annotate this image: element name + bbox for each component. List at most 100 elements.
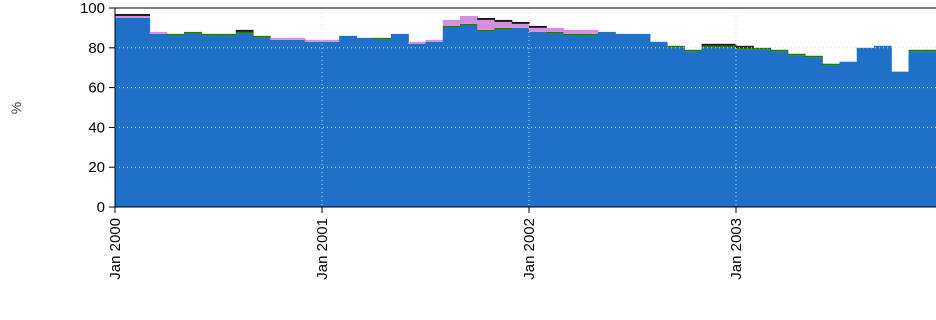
area-segment-2003-11-s2	[908, 49, 927, 52]
area-segment-2001-07-s1	[425, 41, 444, 207]
area-segment-2001-12-s1	[511, 27, 530, 208]
area-segment-2001-01-s1	[322, 41, 340, 207]
area-segment-2001-09-s1	[460, 25, 478, 207]
area-segment-2001-11-s3	[494, 21, 513, 28]
area-segment-2003-06-s2	[822, 63, 841, 66]
area-segment-2000-01-s4	[115, 13, 133, 16]
area-segment-2001-05-s1	[391, 33, 409, 208]
area-segment-2002-10-s2	[684, 49, 703, 52]
area-segment-2002-02-s2	[546, 31, 565, 34]
area-segment-2000-10-s3	[270, 37, 289, 40]
area-segment-2003-01-s1	[736, 49, 754, 207]
area-segment-2000-08-s4	[235, 29, 254, 32]
y-tick-label-20: 20	[88, 159, 105, 176]
area-segment-2000-10-s1	[270, 39, 289, 208]
area-segment-2000-01-s3	[115, 15, 133, 18]
area-segment-2000-03-s3	[149, 31, 168, 34]
x-tick-label-2000-01: Jan 2000	[107, 218, 124, 280]
area-segment-2002-04-s3	[580, 29, 599, 34]
area-segment-2003-04-s2	[787, 53, 806, 56]
area-segment-2002-01-s4	[529, 25, 547, 28]
area-segment-2001-11-s2	[494, 27, 513, 30]
area-segment-2002-12-s4	[718, 43, 737, 46]
area-segment-2002-11-s2	[701, 45, 720, 48]
area-segment-2002-12-s2	[718, 45, 737, 48]
area-segment-2000-03-s1	[149, 33, 168, 208]
area-segment-2001-08-s1	[442, 27, 461, 208]
y-tick-label-60: 60	[88, 80, 105, 97]
area-segment-2001-01-s3	[322, 39, 340, 42]
area-segment-2002-01-s3	[529, 27, 547, 32]
area-segment-2003-12-s1	[925, 51, 936, 207]
area-segment-2000-09-s1	[253, 37, 271, 207]
area-segment-2001-07-s3	[425, 39, 444, 42]
area-segment-2001-10-s2	[477, 29, 496, 32]
y-tick-label-0: 0	[97, 199, 105, 216]
area-segment-2001-06-s3	[408, 41, 427, 44]
area-segment-2001-10-s4	[477, 17, 496, 20]
area-segment-2003-07-s1	[839, 61, 858, 208]
area-segment-2000-04-s1	[166, 35, 185, 207]
area-segment-2000-09-s2	[253, 35, 271, 38]
area-segment-2001-09-s2	[460, 23, 478, 26]
area-segment-2001-06-s1	[408, 43, 427, 207]
area-segment-2002-10-s1	[684, 51, 703, 207]
area-segment-2001-08-s3	[442, 19, 461, 26]
area-segment-2001-11-s1	[494, 29, 513, 207]
area-segment-2002-02-s3	[546, 27, 565, 32]
area-segment-2000-11-s3	[287, 37, 306, 40]
y-tick-label-40: 40	[88, 119, 105, 136]
area-segment-2002-04-s1	[580, 35, 599, 207]
area-segment-2000-05-s2	[184, 31, 202, 34]
area-segment-2001-03-s1	[356, 37, 375, 207]
bars-layer	[115, 13, 936, 208]
y-axis: 0 20 40 60 80 100	[80, 0, 115, 216]
area-segment-2001-10-s1	[477, 31, 496, 207]
area-segment-2003-09-s1	[874, 45, 892, 208]
area-segment-2000-12-s3	[304, 39, 323, 42]
area-segment-2001-12-s3	[511, 23, 530, 28]
area-segment-2000-01-s1	[115, 17, 133, 208]
area-segment-2003-11-s1	[908, 51, 927, 207]
area-segment-2000-04-s2	[166, 33, 185, 36]
area-segment-2002-01-s1	[529, 31, 547, 207]
area-segment-2000-02-s3	[132, 15, 151, 18]
area-segment-2003-04-s1	[787, 55, 806, 208]
area-segment-2001-02-s1	[339, 35, 358, 207]
area-segment-2001-11-s4	[494, 19, 513, 22]
area-segment-2002-03-s3	[563, 29, 582, 34]
area-segment-2000-08-s2	[235, 31, 254, 34]
y-axis-title: %	[8, 102, 24, 114]
y-tick-label-100: 100	[80, 0, 105, 17]
area-segment-2000-06-s1	[201, 35, 220, 207]
x-tick-label-2001-01: Jan 2001	[314, 218, 331, 280]
area-segment-2000-02-s4	[132, 13, 151, 16]
plot-frame	[114, 7, 936, 208]
area-segment-2001-04-s2	[373, 37, 392, 40]
area-segment-2000-12-s1	[304, 41, 323, 207]
area-segment-2002-04-s2	[580, 33, 599, 36]
area-segment-2003-06-s1	[822, 65, 841, 208]
y-tick-label-80: 80	[88, 40, 105, 57]
area-segment-2001-09-s3	[460, 15, 478, 24]
area-segment-2003-01-s4	[736, 45, 754, 48]
area-segment-2003-12-s2	[925, 49, 936, 52]
area-segment-2002-08-s1	[649, 41, 668, 207]
area-segment-2002-11-s1	[701, 47, 720, 207]
area-segment-2002-11-s4	[701, 43, 720, 46]
area-segment-2002-03-s1	[563, 35, 582, 207]
area-segment-2003-10-s1	[891, 71, 910, 208]
area-segment-2001-10-s3	[477, 19, 496, 30]
x-tick-label-2002-01: Jan 2002	[521, 218, 538, 280]
area-segment-2000-05-s1	[184, 33, 202, 208]
area-segment-2003-05-s2	[805, 55, 823, 58]
area-segment-2000-08-s1	[235, 33, 254, 208]
area-segment-2003-02-s1	[753, 49, 772, 207]
area-segment-2003-08-s1	[856, 47, 875, 207]
area-segment-2002-06-s1	[615, 33, 634, 208]
grid-layer	[115, 8, 936, 207]
area-segment-2000-06-s2	[201, 33, 220, 36]
area-segment-2003-03-s2	[770, 49, 789, 52]
